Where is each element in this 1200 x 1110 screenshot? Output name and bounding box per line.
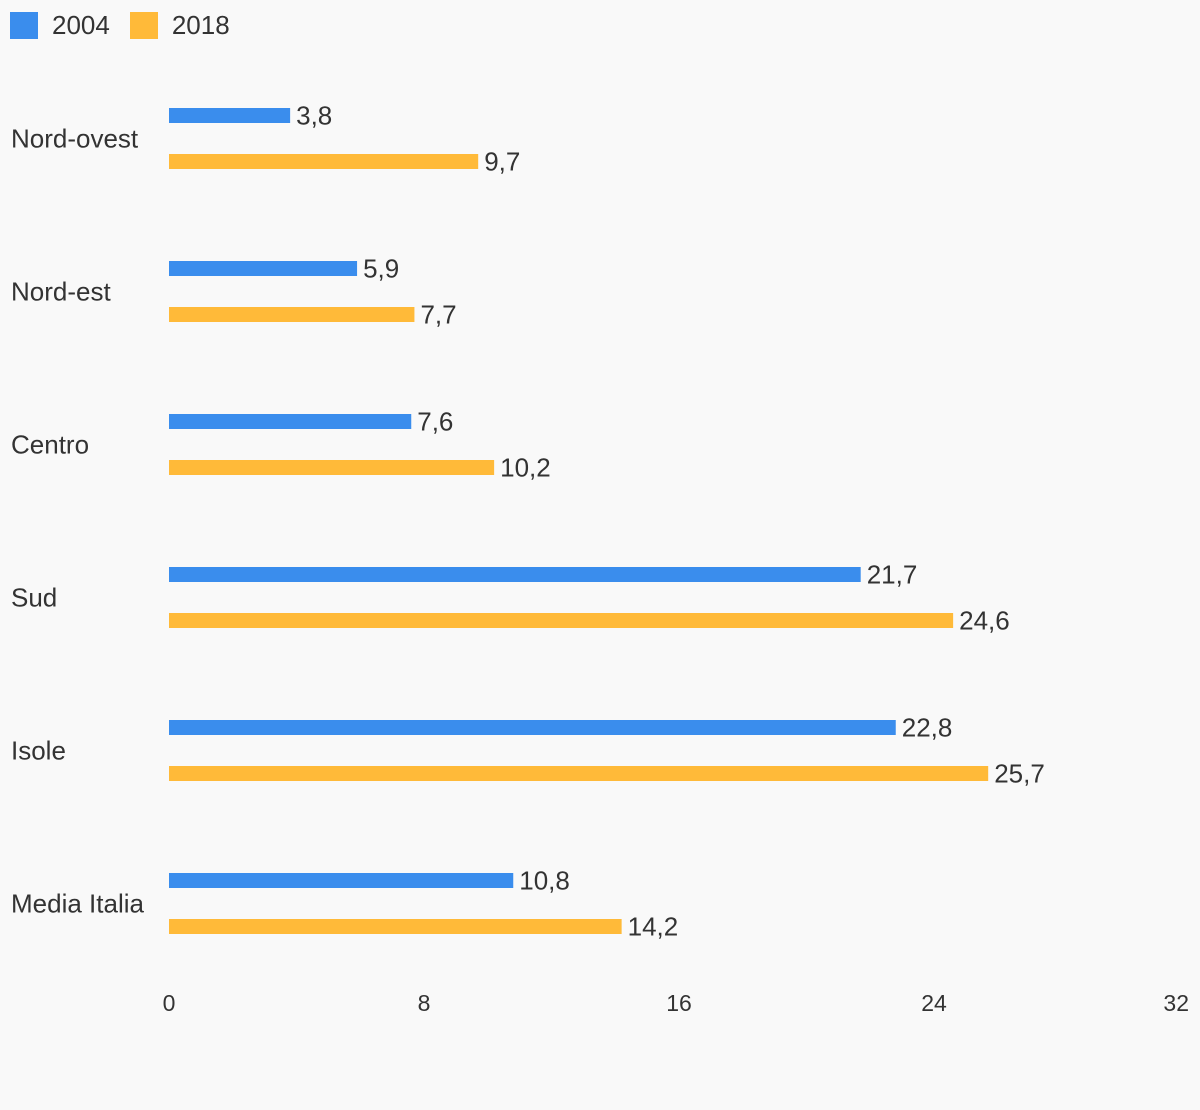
category-label-nord-ovest: Nord-ovest: [11, 124, 139, 154]
legend-label-2004: 2004: [52, 10, 110, 40]
value-label-centro-2018: 10,2: [500, 453, 551, 483]
category-label-media-italia: Media Italia: [11, 889, 144, 919]
value-label-nord-est-2018: 7,7: [420, 300, 456, 330]
value-label-centro-2004: 7,6: [417, 407, 453, 437]
value-label-isole-2018: 25,7: [994, 759, 1045, 789]
x-tick-label-32: 32: [1163, 990, 1189, 1016]
value-label-nord-ovest-2018: 9,7: [484, 147, 520, 177]
category-label-isole: Isole: [11, 736, 66, 766]
legend-label-2018: 2018: [171, 10, 230, 40]
value-label-sud-2018: 24,6: [959, 606, 1010, 636]
bar-nord-est-2018[interactable]: [169, 307, 415, 322]
bar-media-italia-2004[interactable]: [169, 873, 514, 888]
bar-isole-2004[interactable]: [169, 720, 896, 735]
bar-nord-est-2004[interactable]: [169, 261, 358, 276]
bar-nord-ovest-2018[interactable]: [169, 154, 479, 169]
x-axis: 0 8 16 24 32: [163, 990, 1189, 1016]
value-label-nord-ovest-2004: 3,8: [296, 101, 332, 131]
legend-item-2018[interactable]: 2018: [129, 10, 230, 41]
value-label-sud-2004: 21,7: [867, 560, 918, 590]
value-label-media-italia-2004: 10,8: [519, 866, 570, 896]
value-label-nord-est-2004: 5,9: [363, 254, 399, 284]
bar-isole-2018[interactable]: [169, 766, 989, 781]
legend-swatch-2004: [10, 12, 38, 39]
legend-item-2004[interactable]: 2004: [10, 10, 110, 41]
bar-centro-2004[interactable]: [169, 414, 412, 429]
x-tick-label-0: 0: [163, 990, 176, 1016]
legend: 2004 2018: [10, 10, 250, 41]
bar-nord-ovest-2004[interactable]: [169, 108, 291, 123]
bar-centro-2018[interactable]: [169, 460, 495, 475]
x-tick-label-8: 8: [418, 990, 431, 1016]
category-label-nord-est: Nord-est: [11, 277, 111, 307]
category-label-centro: Centro: [11, 430, 89, 460]
value-label-isole-2004: 22,8: [902, 713, 953, 743]
chart-marks: Nord-ovest 3,8 9,7 Nord-est 5,9 7,7 Centro 7,6 1…: [11, 101, 1045, 942]
legend-swatch-2018: [129, 12, 158, 39]
category-label-sud: Sud: [11, 583, 57, 613]
x-tick-label-24: 24: [921, 990, 947, 1016]
value-label-media-italia-2018: 14,2: [628, 912, 679, 942]
x-tick-label-16: 16: [666, 990, 692, 1016]
bar-media-italia-2018[interactable]: [169, 919, 622, 934]
bar-sud-2018[interactable]: [169, 613, 954, 628]
bar-sud-2004[interactable]: [169, 567, 861, 582]
